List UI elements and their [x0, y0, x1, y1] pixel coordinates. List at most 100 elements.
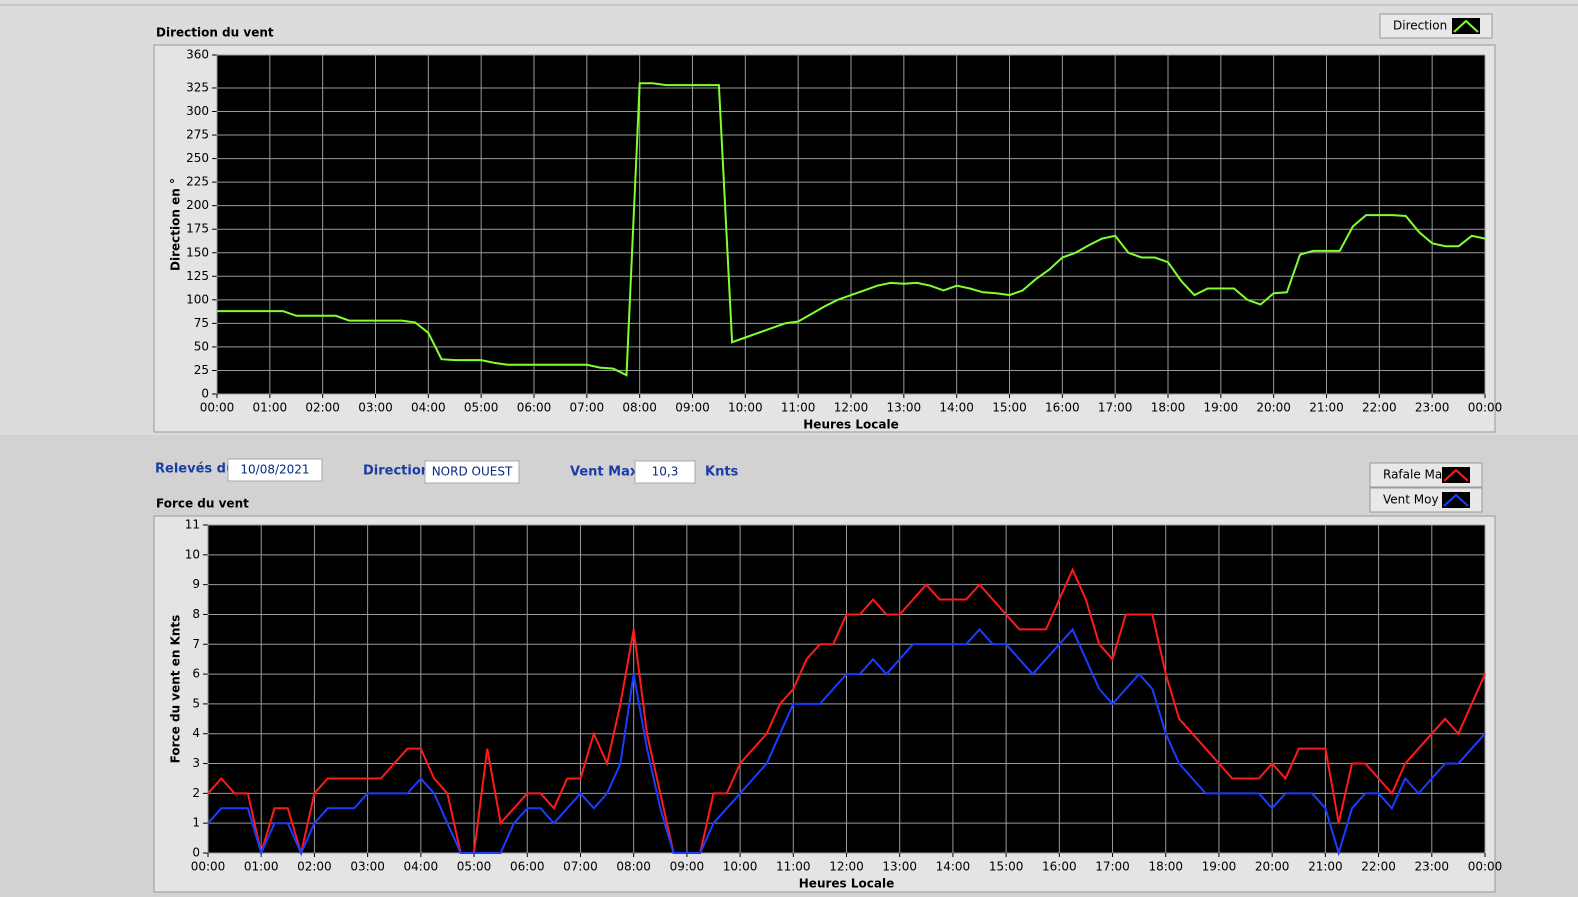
x-tick-label: 20:00	[1255, 860, 1290, 874]
unit-label: Knts	[705, 465, 739, 480]
x-tick-label: 15:00	[989, 860, 1024, 874]
y-tick-label: 200	[186, 198, 209, 212]
x-tick-label: 08:00	[622, 401, 657, 415]
legend-swatch-bg	[1452, 18, 1480, 34]
x-tick-label: 09:00	[670, 860, 705, 874]
y-tick-label: 50	[194, 339, 209, 353]
x-tick-label: 03:00	[358, 401, 393, 415]
x-tick-label: 05:00	[457, 860, 492, 874]
x-tick-label: 10:00	[723, 860, 758, 874]
y-tick-label: 6	[192, 667, 200, 681]
x-tick-label: 03:00	[350, 860, 385, 874]
direction-value: NORD OUEST	[432, 465, 513, 479]
x-tick-label: 11:00	[776, 860, 811, 874]
x-tick-label: 13:00	[882, 860, 917, 874]
x-tick-label: 00:00	[1468, 401, 1503, 415]
x-tick-label: 10:00	[728, 401, 763, 415]
x-tick-label: 22:00	[1362, 401, 1397, 415]
x-tick-label: 09:00	[675, 401, 710, 415]
y-tick-label: 11	[185, 518, 200, 532]
x-tick-label: 07:00	[570, 401, 605, 415]
y-tick-label: 175	[186, 222, 209, 236]
y-tick-label: 225	[186, 175, 209, 189]
y-tick-label: 4	[192, 726, 200, 740]
x-tick-label: 14:00	[936, 860, 971, 874]
x-tick-label: 17:00	[1095, 860, 1130, 874]
y-axis-label: Direction en °	[169, 178, 183, 271]
data-line	[207, 627, 1486, 857]
x-tick-label: 13:00	[887, 401, 922, 415]
y-tick-label: 275	[186, 128, 209, 142]
x-tick-label: 18:00	[1151, 401, 1186, 415]
legend-swatch	[1443, 493, 1469, 507]
x-tick-label: 18:00	[1148, 860, 1183, 874]
direction-field[interactable]	[424, 460, 520, 484]
x-tick-label: 16:00	[1042, 860, 1077, 874]
x-tick-label: 01:00	[253, 401, 288, 415]
y-tick-label: 8	[192, 607, 200, 621]
x-tick-label: 19:00	[1202, 860, 1237, 874]
x-tick-label: 16:00	[1045, 401, 1080, 415]
data-line	[217, 82, 1486, 377]
y-tick-label: 9	[192, 577, 200, 591]
max-value: 10,3	[652, 465, 679, 479]
x-tick-label: 14:00	[939, 401, 974, 415]
y-tick-label: 300	[186, 104, 209, 118]
x-tick-label: 12:00	[834, 401, 869, 415]
date-value: 10/08/2021	[240, 463, 309, 477]
max-field[interactable]	[634, 460, 696, 484]
x-tick-label: 01:00	[244, 860, 279, 874]
x-tick-label: 04:00	[404, 860, 439, 874]
date-field[interactable]	[227, 458, 323, 482]
x-tick-label: 05:00	[464, 401, 499, 415]
y-tick-label: 100	[186, 292, 209, 306]
y-tick-label: 150	[186, 245, 209, 259]
x-tick-label: 00:00	[191, 860, 226, 874]
x-tick-label: 15:00	[992, 401, 1027, 415]
x-tick-label: 20:00	[1256, 401, 1291, 415]
y-tick-label: 5	[192, 696, 200, 710]
y-tick-label: 3	[192, 756, 200, 770]
chart-title: Force du vent	[156, 497, 249, 511]
x-tick-label: 07:00	[563, 860, 598, 874]
x-tick-label: 19:00	[1204, 401, 1239, 415]
x-tick-label: 02:00	[297, 860, 332, 874]
field-label: Relevés du	[155, 462, 235, 477]
y-tick-label: 325	[186, 80, 209, 94]
y-tick-label: 25	[194, 363, 209, 377]
x-tick-label: 11:00	[781, 401, 816, 415]
y-tick-label: 250	[186, 151, 209, 165]
x-tick-label: 23:00	[1414, 860, 1449, 874]
x-tick-label: 04:00	[411, 401, 446, 415]
y-tick-label: 1	[192, 816, 200, 830]
x-tick-label: 02:00	[305, 401, 340, 415]
legend-swatch	[1453, 19, 1479, 33]
y-tick-label: 10	[185, 547, 200, 561]
x-tick-label: 08:00	[616, 860, 651, 874]
x-tick-label: 00:00	[200, 401, 235, 415]
y-tick-label: 75	[194, 316, 209, 330]
y-axis-label: Force du vent en Knts	[169, 615, 183, 764]
legend-label: Rafale Max	[1383, 468, 1449, 482]
x-tick-label: 23:00	[1415, 401, 1450, 415]
legend-swatch-bg	[1442, 492, 1470, 508]
x-tick-label: 06:00	[517, 401, 552, 415]
y-tick-label: 0	[192, 846, 200, 860]
x-tick-label: 21:00	[1309, 401, 1344, 415]
legend-label: Vent Moy	[1383, 493, 1439, 507]
x-axis-label: Heures Locale	[799, 877, 894, 891]
y-tick-label: 360	[186, 48, 209, 62]
x-tick-label: 06:00	[510, 860, 545, 874]
data-line	[207, 567, 1486, 857]
x-tick-label: 12:00	[829, 860, 864, 874]
x-tick-label: 21:00	[1308, 860, 1343, 874]
chart-title: Direction du vent	[156, 26, 274, 40]
x-tick-label: 00:00	[1468, 860, 1503, 874]
y-tick-label: 125	[186, 269, 209, 283]
y-tick-label: 2	[192, 786, 200, 800]
y-tick-label: 7	[192, 637, 200, 651]
field-label: Direction	[363, 464, 430, 479]
legend-swatch-bg	[1442, 467, 1470, 483]
legend-label: Direction	[1393, 19, 1447, 33]
